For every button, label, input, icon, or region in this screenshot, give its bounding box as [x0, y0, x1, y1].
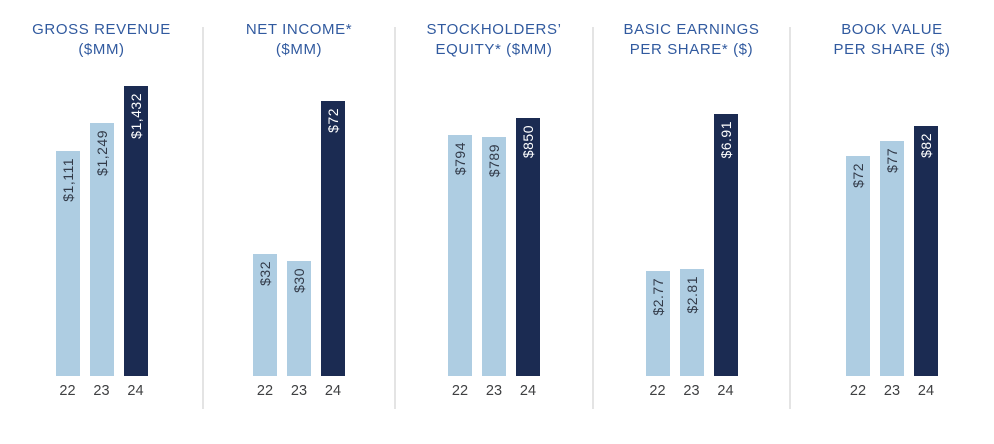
year-label: 22	[849, 383, 867, 399]
year-label: 23	[883, 383, 901, 399]
year-axis: 22 23 24	[203, 383, 395, 399]
bar: $789	[482, 137, 506, 376]
panel-divider	[789, 27, 791, 409]
bar-group: $32 $30 $72	[203, 60, 395, 376]
bar-value-label: $32	[257, 261, 273, 286]
bar-value-label: $82	[918, 133, 934, 158]
year-label: 22	[649, 383, 666, 399]
year-label: 24	[917, 383, 935, 399]
bar-group: $1,111 $1,249 $1,432	[0, 60, 203, 376]
year-axis: 22 23 24	[790, 383, 994, 399]
bar: $2.77	[645, 271, 670, 376]
chart-panel-net-income: NET INCOME* ($MM) $32 $30 $72 22 23 24	[202, 0, 395, 444]
bar: $850	[516, 118, 540, 376]
bar-value-label: $6.91	[717, 121, 734, 159]
bar-value-label: $1,249	[93, 130, 110, 176]
year-label: 22	[451, 383, 469, 399]
panel-divider	[394, 27, 396, 409]
bar-value-label: $72	[325, 108, 341, 133]
year-label: 22	[59, 383, 76, 399]
bar-value-label: $1,432	[127, 93, 144, 139]
bar: $794	[448, 135, 472, 376]
chart-title-line-2: ($MM)	[78, 41, 125, 58]
year-label: 24	[324, 383, 342, 399]
chart-title-line-1: GROSS REVENUE	[32, 21, 171, 38]
chart-title-line-2: ($MM)	[275, 41, 323, 58]
bar-group: $794 $789 $850	[395, 60, 593, 376]
year-axis: 22 23 24	[593, 383, 790, 399]
bar-value-label: $2.77	[649, 278, 666, 316]
chart-panel-basic-eps: BASIC EARNINGS PER SHARE* ($) $2.77 $2.81…	[592, 0, 790, 444]
bar-value-label: $789	[486, 144, 502, 178]
panel-divider	[202, 27, 204, 409]
bar-value-label: $794	[452, 142, 468, 176]
chart-title: BOOK VALUE PER SHARE ($)	[790, 20, 994, 60]
chart-title-line-1: BASIC EARNINGS	[623, 21, 760, 38]
year-label: 23	[290, 383, 308, 399]
bar: $1,432	[123, 86, 148, 376]
bar-value-label: $2.81	[683, 276, 700, 314]
year-axis: 22 23 24	[395, 383, 593, 399]
bar: $32	[253, 254, 277, 376]
bar: $30	[287, 261, 311, 376]
chart-title-line-2: PER SHARE* ($)	[629, 41, 754, 58]
chart-title-line-2: EQUITY* ($MM)	[435, 41, 553, 58]
year-label: 24	[127, 383, 144, 399]
bar: $6.91	[713, 114, 738, 376]
chart-title-line-1: NET INCOME*	[245, 21, 353, 38]
bar-value-label: $1,111	[59, 158, 76, 202]
year-label: 23	[683, 383, 700, 399]
chart-title: NET INCOME* ($MM)	[203, 20, 395, 60]
chart-title-line-1: STOCKHOLDERS’	[426, 21, 562, 38]
panel-divider	[592, 27, 594, 409]
chart-title-line-1: BOOK VALUE	[841, 21, 943, 38]
bar-group: $2.77 $2.81 $6.91	[593, 60, 790, 376]
chart-panel-stockholders-equity: STOCKHOLDERS’ EQUITY* ($MM) $794 $789 $850…	[394, 0, 593, 444]
bar: $1,249	[89, 123, 114, 376]
chart-panel-book-value: BOOK VALUE PER SHARE ($) $72 $77 $82 22 23 2…	[789, 0, 994, 444]
chart-title: STOCKHOLDERS’ EQUITY* ($MM)	[395, 20, 593, 60]
year-label: 23	[93, 383, 110, 399]
year-axis: 22 23 24	[0, 383, 203, 399]
bar: $82	[914, 126, 938, 376]
year-label: 24	[519, 383, 537, 399]
bar: $77	[880, 141, 904, 376]
chart-panel-gross-revenue: GROSS REVENUE ($MM) $1,111 $1,249 $1,432 2…	[0, 0, 203, 444]
year-label: 23	[485, 383, 503, 399]
bar: $72	[321, 101, 345, 376]
bar-value-label: $72	[850, 163, 866, 188]
bar: $1,111	[55, 151, 80, 376]
bar: $2.81	[679, 269, 704, 376]
year-label: 24	[717, 383, 734, 399]
bar-value-label: $850	[520, 125, 536, 159]
bar-value-label: $30	[291, 268, 307, 293]
chart-title: BASIC EARNINGS PER SHARE* ($)	[593, 20, 790, 60]
bar-value-label: $77	[884, 148, 900, 173]
bar-group: $72 $77 $82	[790, 60, 994, 376]
chart-title: GROSS REVENUE ($MM)	[0, 20, 203, 60]
bar: $72	[846, 156, 870, 376]
chart-title-line-2: PER SHARE ($)	[833, 41, 951, 58]
year-label: 22	[256, 383, 274, 399]
